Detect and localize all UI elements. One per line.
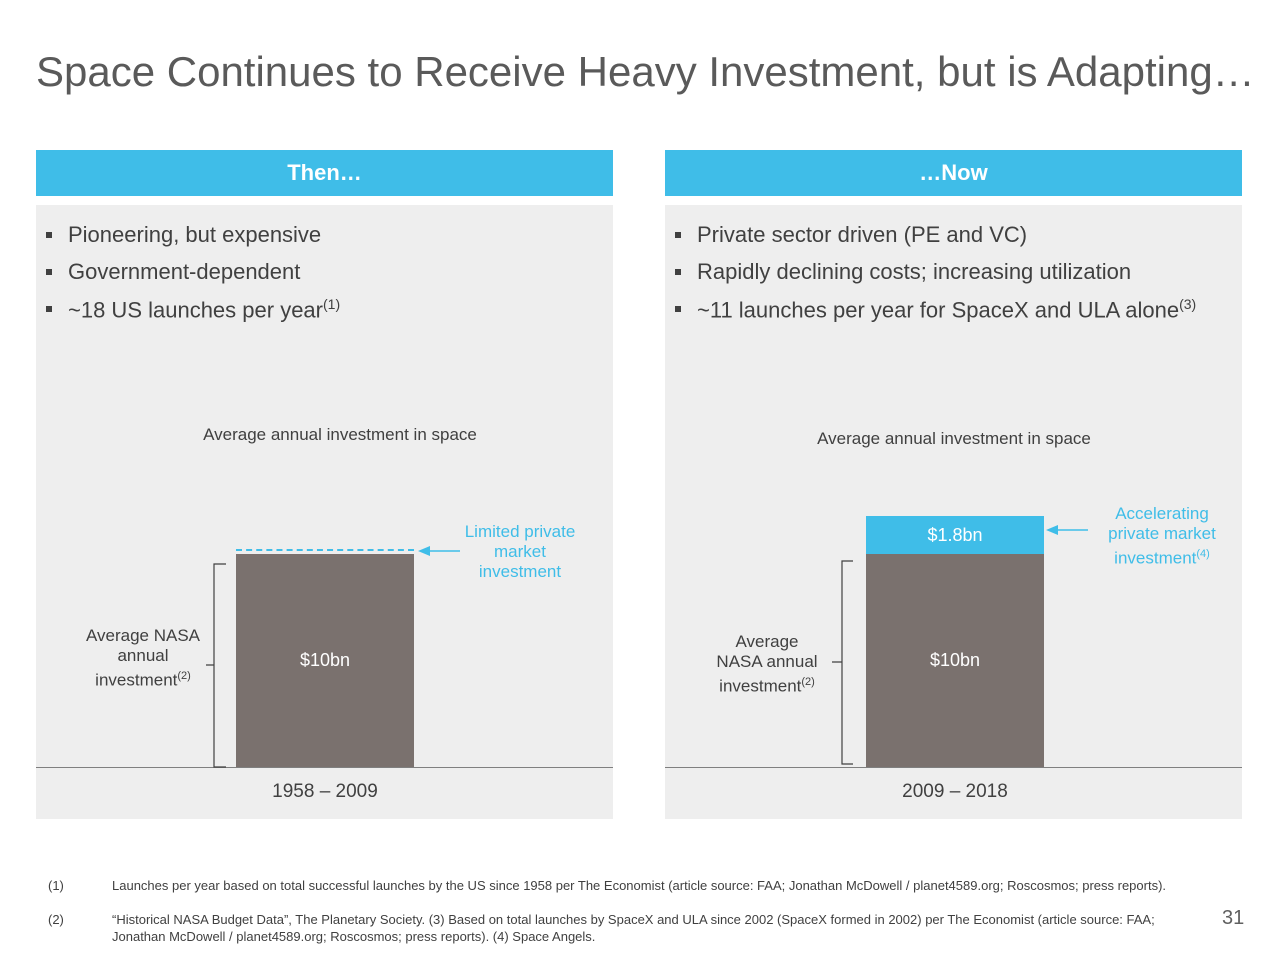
then-bar-nasa: $10bn bbox=[236, 554, 414, 767]
now-nasa-bracket bbox=[832, 560, 853, 765]
then-arrow-head-icon bbox=[418, 546, 430, 556]
bullet-square-icon bbox=[46, 306, 52, 312]
now-bullet-2: Rapidly declining costs; increasing util… bbox=[665, 259, 1242, 296]
now-header: …Now bbox=[665, 150, 1242, 196]
then-axis-label: 1958 – 2009 bbox=[272, 781, 378, 802]
now-chart-title: Average annual investment in space bbox=[817, 429, 1091, 448]
now-bar-value-label: $10bn bbox=[929, 650, 981, 670]
now-axis-label: 2009 – 2018 bbox=[902, 781, 1008, 802]
then-bullet-2: Government-dependent bbox=[36, 259, 613, 296]
bullet-square-icon bbox=[675, 269, 681, 275]
then-nasa-bracket bbox=[206, 563, 226, 768]
then-bullet-3: ~18 US launches per year(1) bbox=[36, 296, 613, 333]
now-bullet-list: Private sector driven (PE and VC) Rapidl… bbox=[665, 222, 1242, 333]
then-bullet-list: Pioneering, but expensive Government-dep… bbox=[36, 222, 613, 333]
page-title: Space Continues to Receive Heavy Investm… bbox=[36, 48, 1255, 95]
footnote-2: (2) “Historical NASA Budget Data”, The P… bbox=[48, 912, 1155, 944]
then-header: Then… bbox=[36, 150, 613, 196]
bullet-square-icon bbox=[46, 269, 52, 275]
now-bar-nasa: $10bn bbox=[866, 554, 1044, 767]
now-axis-line bbox=[665, 767, 1242, 768]
now-top-bar-value-label: $1.8bn bbox=[927, 524, 983, 545]
now-arrow-head-icon bbox=[1046, 525, 1058, 535]
bullet-square-icon bbox=[675, 232, 681, 238]
footnote-ref: (1) bbox=[323, 296, 341, 312]
then-chart-title: Average annual investment in space bbox=[203, 425, 477, 444]
then-private-annotation: Limited private market investment bbox=[464, 522, 576, 581]
footnote-ref: (3) bbox=[1179, 296, 1197, 312]
footnote-1: (1) Launches per year based on total suc… bbox=[48, 878, 1167, 893]
page-number: 31 bbox=[1222, 907, 1245, 929]
now-bar-private: $1.8bn bbox=[866, 516, 1044, 554]
now-bullet-3: ~11 launches per year for SpaceX and ULA… bbox=[665, 296, 1242, 333]
then-bullet-1: Pioneering, but expensive bbox=[36, 222, 613, 259]
then-nasa-annotation: Average NASA annual investment(2) bbox=[85, 626, 201, 690]
then-private-dashed-line bbox=[236, 549, 414, 551]
now-bullet-1: Private sector driven (PE and VC) bbox=[665, 222, 1242, 259]
then-bar-value-label: $10bn bbox=[299, 650, 351, 670]
now-private-annotation: Accelerating private market investment(4… bbox=[1108, 504, 1216, 568]
bullet-square-icon bbox=[675, 306, 681, 312]
bullet-square-icon bbox=[46, 232, 52, 238]
now-nasa-annotation: Average NASA annual investment(2) bbox=[716, 632, 818, 696]
then-axis-line bbox=[36, 767, 613, 768]
